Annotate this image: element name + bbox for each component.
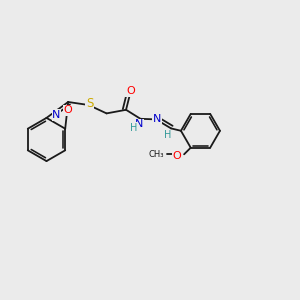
Text: CH₃: CH₃ [149, 150, 164, 159]
Text: N: N [135, 119, 143, 129]
Text: H: H [164, 130, 172, 140]
Text: N: N [153, 114, 161, 124]
Text: H: H [130, 123, 137, 133]
Text: O: O [126, 86, 135, 96]
Text: O: O [172, 151, 181, 161]
Text: O: O [64, 105, 73, 115]
Text: N: N [52, 110, 60, 120]
Text: S: S [86, 97, 93, 110]
